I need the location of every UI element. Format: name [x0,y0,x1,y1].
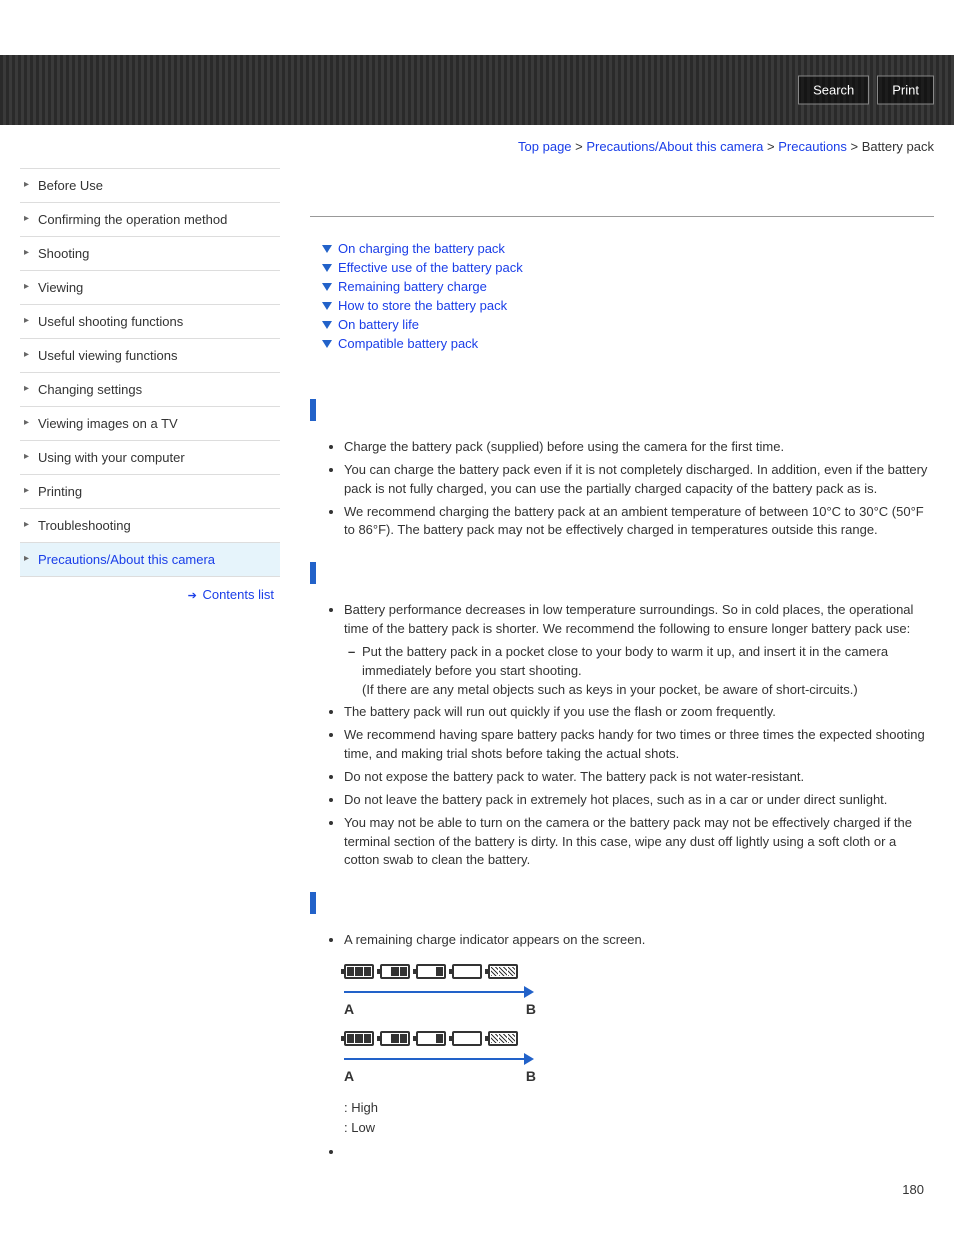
legend: : High : Low [344,1098,934,1137]
bullet-item [344,1143,934,1162]
sidebar-item[interactable]: Using with your computer [20,441,280,475]
battery-icon [452,964,482,979]
chevron-down-icon [322,264,332,272]
main-content: On charging the battery pack Effective u… [280,160,934,1197]
toc-link[interactable]: On battery life [338,317,419,332]
contents-list-wrap: ➔ Contents list [20,577,280,602]
battery-icon [416,1031,446,1046]
breadcrumb-l2[interactable]: Precautions [778,139,847,154]
contents-list-link[interactable]: Contents list [202,587,274,602]
breadcrumb-sep: > [572,139,587,154]
battery-icon [488,964,518,979]
battery-indicator-1: AB [344,964,934,1017]
breadcrumb-l1[interactable]: Precautions/About this camera [586,139,763,154]
label-a: A [344,1068,354,1084]
battery-icon [344,1031,374,1046]
battery-indicator-2: AB [344,1031,934,1084]
battery-icon [452,1031,482,1046]
arrow-line-icon [344,1052,934,1066]
bullet-item: You may not be able to turn on the camer… [344,814,934,871]
breadcrumb-sep: > [763,139,778,154]
bullet-item: You can charge the battery pack even if … [344,461,934,499]
page-number: 180 [310,1182,934,1197]
bullet-list-charging: Charge the battery pack (supplied) befor… [344,438,934,540]
breadcrumb-current: Battery pack [862,139,934,154]
sidebar-item[interactable]: Printing [20,475,280,509]
battery-icon [380,1031,410,1046]
bullet-item: A remaining charge indicator appears on … [344,931,934,950]
print-button[interactable]: Print [877,76,934,105]
sub-text: Put the battery pack in a pocket close t… [362,644,888,678]
toc-link[interactable]: Effective use of the battery pack [338,260,523,275]
section-marker [310,399,316,421]
battery-icon [488,1031,518,1046]
sidebar-item[interactable]: Troubleshooting [20,509,280,543]
sub-list: Put the battery pack in a pocket close t… [348,643,934,700]
sub-text-note: (If there are any metal objects such as … [362,682,858,697]
header-band: Search Print [0,55,954,125]
search-button[interactable]: Search [798,76,869,105]
sidebar-list: Before Use Confirming the operation meth… [20,168,280,577]
bullet-item: We recommend charging the battery pack a… [344,503,934,541]
bullet-item: Battery performance decreases in low tem… [344,601,934,699]
divider [310,216,934,217]
battery-icon [380,964,410,979]
sidebar-item[interactable]: Confirming the operation method [20,203,280,237]
breadcrumb-top[interactable]: Top page [518,139,572,154]
chevron-down-icon [322,340,332,348]
bullet-list-remaining: A remaining charge indicator appears on … [344,931,934,950]
sidebar-item[interactable]: Useful viewing functions [20,339,280,373]
bullet-item: Do not leave the battery pack in extreme… [344,791,934,810]
sidebar-item[interactable]: Changing settings [20,373,280,407]
bullet-item: Charge the battery pack (supplied) befor… [344,438,934,457]
in-page-toc: On charging the battery pack Effective u… [322,241,934,351]
sidebar-item[interactable]: Useful shooting functions [20,305,280,339]
bullet-list-trailing [344,1143,934,1162]
toc-link[interactable]: Remaining battery charge [338,279,487,294]
sidebar-item[interactable]: Viewing images on a TV [20,407,280,441]
bullet-item: We recommend having spare battery packs … [344,726,934,764]
label-a: A [344,1001,354,1017]
sidebar-item[interactable]: Before Use [20,168,280,203]
label-b: B [526,1001,536,1017]
legend-low: : Low [344,1118,934,1138]
arrow-right-icon: ➔ [188,590,197,602]
sub-item: Put the battery pack in a pocket close t… [348,643,934,700]
chevron-down-icon [322,245,332,253]
sidebar-item[interactable]: Shooting [20,237,280,271]
breadcrumb: Top page > Precautions/About this camera… [0,125,954,160]
header-buttons: Search Print [798,76,934,105]
chevron-down-icon [322,302,332,310]
breadcrumb-sep: > [847,139,862,154]
sidebar: Before Use Confirming the operation meth… [20,160,280,1197]
bullet-list-effective: Battery performance decreases in low tem… [344,601,934,870]
section-marker [310,562,316,584]
sidebar-item-active[interactable]: Precautions/About this camera [20,543,280,577]
bullet-item: The battery pack will run out quickly if… [344,703,934,722]
arrow-line-icon [344,985,934,999]
legend-high: : High [344,1098,934,1118]
battery-icon [344,964,374,979]
sidebar-item[interactable]: Viewing [20,271,280,305]
battery-icon [416,964,446,979]
toc-link[interactable]: Compatible battery pack [338,336,478,351]
chevron-down-icon [322,283,332,291]
label-b: B [526,1068,536,1084]
bullet-text: Battery performance decreases in low tem… [344,602,913,636]
section-marker [310,892,316,914]
bullet-item: Do not expose the battery pack to water.… [344,768,934,787]
chevron-down-icon [322,321,332,329]
toc-link[interactable]: How to store the battery pack [338,298,507,313]
toc-link[interactable]: On charging the battery pack [338,241,505,256]
